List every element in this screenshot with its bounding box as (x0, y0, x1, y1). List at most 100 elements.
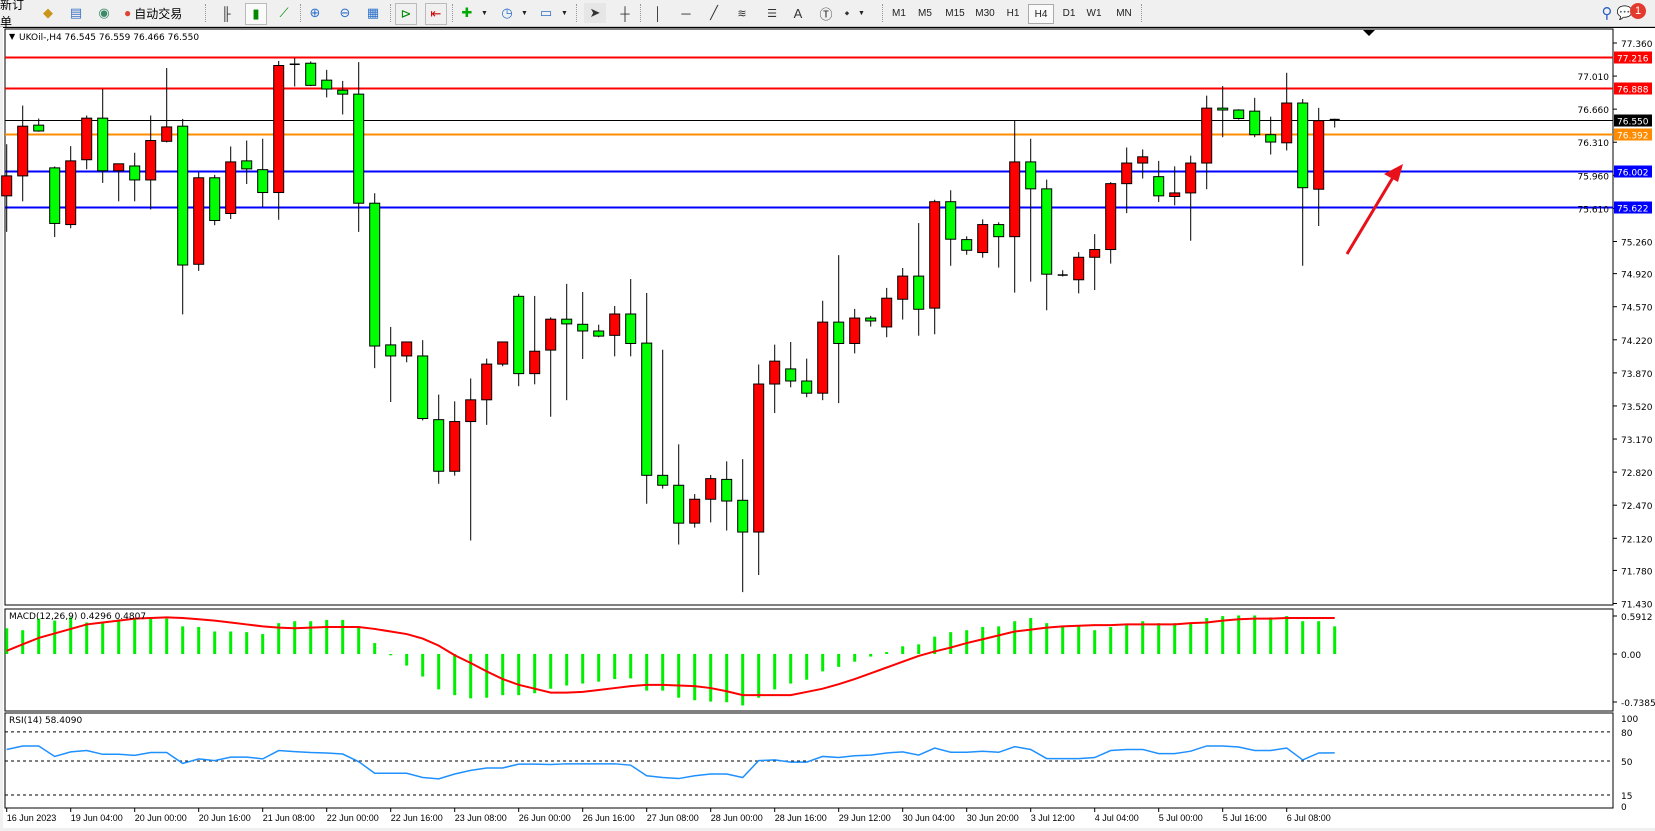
macd-tick-label: 0.00 (1621, 651, 1641, 661)
candle (321, 69, 333, 98)
candle (241, 140, 253, 185)
line-chart-icon[interactable]: ⟋ (279, 5, 289, 20)
candle-body (593, 330, 605, 337)
notification-badge[interactable]: 1 (1630, 3, 1646, 19)
chart-shift-icon[interactable]: ⇤ (425, 3, 447, 25)
macd-histogram-bar (741, 654, 745, 706)
macd-histogram-bar (5, 628, 9, 654)
indicators-dropdown-icon[interactable]: ▼ (481, 10, 488, 17)
macd-histogram-bar (1333, 626, 1337, 654)
candle (1089, 234, 1101, 291)
text-tool-button[interactable]: A (788, 3, 808, 23)
timeframe-m1[interactable]: M1 (892, 7, 906, 19)
candle-body (225, 161, 237, 215)
fibonacci-icon[interactable]: ≋ (737, 7, 747, 20)
fibo-fan-icon[interactable]: ☰ (767, 7, 777, 20)
tile-windows-icon[interactable]: ▦ (366, 5, 380, 20)
time-label: 3 Jul 12:00 (1031, 813, 1075, 823)
candle-body (1169, 192, 1181, 197)
candle (33, 118, 45, 132)
macd-histogram-bar (37, 618, 41, 654)
candle-body (817, 321, 829, 394)
periods-icon[interactable]: ◷ (501, 5, 513, 20)
macd-histogram-bar (101, 622, 105, 654)
new-order-button[interactable]: 新订单 (0, 0, 34, 29)
vertical-line-icon[interactable]: │ (653, 5, 663, 21)
macd-histogram-bar (421, 654, 425, 677)
horizontal-line-icon[interactable]: ─ (681, 5, 691, 21)
macd-histogram-bar (773, 654, 777, 690)
indicators-icon[interactable]: ✚ (461, 5, 473, 20)
macd-histogram-bar (1317, 621, 1321, 654)
candle (929, 199, 941, 335)
candle-body (1233, 109, 1245, 120)
candle (305, 61, 317, 87)
navigator-icon[interactable]: ▤ (69, 5, 83, 20)
candle-body (1009, 161, 1021, 238)
price-tick-label: 72.120 (1621, 535, 1653, 545)
timeframe-mn[interactable]: MN (1116, 7, 1132, 19)
templates-icon[interactable]: ▭ (539, 5, 553, 20)
annotation-arrow[interactable] (1345, 164, 1403, 255)
macd-histogram-bar (1301, 621, 1305, 654)
timeframe-m30[interactable]: M30 (975, 7, 995, 19)
candle (961, 236, 973, 255)
candle-body (529, 350, 541, 375)
arrows-icon[interactable]: ⬩ (844, 5, 850, 20)
macd-histogram-bar (789, 654, 793, 684)
macd-histogram-bar (981, 627, 985, 654)
price-tag-label: 76.002 (1617, 169, 1649, 179)
candle (81, 115, 93, 170)
chart-shift-marker-icon[interactable] (1363, 30, 1375, 36)
bar-chart-icon[interactable]: ╟ (221, 5, 231, 21)
macd-histogram-bar (949, 632, 953, 654)
macd-histogram-bar (309, 621, 313, 654)
candle (433, 394, 445, 484)
arrow-shaft[interactable] (1345, 173, 1397, 255)
timeframe-h1[interactable]: H1 (1006, 7, 1020, 19)
candle (193, 172, 205, 271)
cursor-icon[interactable]: ➤ (584, 3, 606, 23)
candle-body (1137, 156, 1149, 164)
macd-histogram-bar (21, 630, 25, 654)
candlestick-icon[interactable]: ▮ (245, 3, 267, 25)
market-watch-icon[interactable]: ◆ (43, 5, 53, 20)
macd-histogram-bar (501, 654, 505, 696)
new-order-label: 新订单 (0, 0, 25, 29)
timeframe-w1[interactable]: W1 (1086, 7, 1102, 19)
collapse-triangle-icon[interactable]: ▼ (9, 32, 16, 41)
trendline-icon[interactable]: ╱ (710, 5, 718, 20)
crosshair-icon[interactable]: ┼ (620, 5, 630, 21)
autoscroll-icon[interactable]: ⊳ (395, 3, 417, 25)
timeframe-h4[interactable]: H4 (1028, 4, 1054, 24)
timeframe-m5[interactable]: M5 (918, 7, 932, 19)
price-tick-label: 77.010 (1578, 73, 1610, 83)
search-icon[interactable]: ⚲ (1601, 5, 1613, 22)
timeframe-d1[interactable]: D1 (1062, 7, 1076, 19)
signals-icon[interactable]: ◉ (98, 5, 110, 20)
templates-dropdown-icon[interactable]: ▼ (561, 10, 568, 17)
price-tick-label: 71.430 (1621, 601, 1653, 611)
candle (161, 68, 173, 143)
zoom-in-icon[interactable]: ⊕ (309, 5, 321, 20)
macd-histogram-bar (661, 654, 665, 691)
candle-body (337, 89, 349, 95)
periods-dropdown-icon[interactable]: ▼ (521, 10, 528, 17)
macd-histogram-bar (165, 618, 169, 654)
zoom-out-icon[interactable]: ⊖ (339, 5, 351, 20)
candle (1169, 166, 1181, 206)
time-label: 29 Jun 12:00 (839, 813, 891, 823)
notification-icon[interactable]: 💬 (1616, 5, 1634, 20)
auto-trading-button[interactable]: ● 自动交易 (124, 3, 200, 23)
candle-body (1, 175, 13, 197)
price-tag-label: 76.550 (1617, 118, 1649, 128)
macd-histogram-bar (885, 652, 889, 654)
timeframe-m15[interactable]: M15 (945, 7, 965, 19)
candle (129, 152, 141, 202)
text-label-icon[interactable]: Ⓣ (819, 6, 833, 22)
arrows-dropdown-icon[interactable]: ▼ (858, 10, 865, 17)
macd-histogram-bar (1285, 616, 1289, 654)
macd-histogram-bar (677, 654, 681, 698)
macd-histogram-bar (1029, 618, 1033, 654)
